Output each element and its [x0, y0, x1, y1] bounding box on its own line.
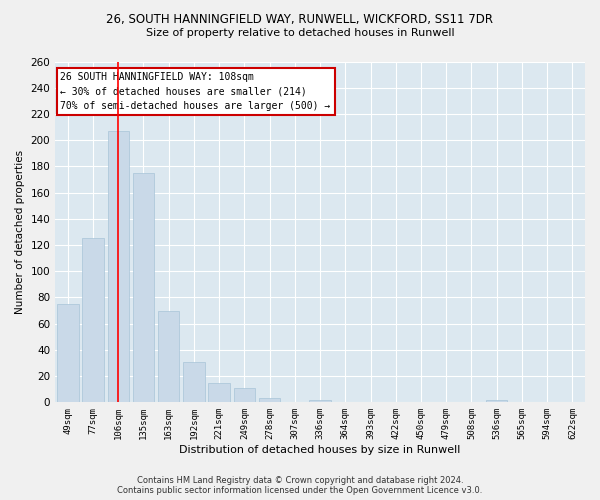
- Text: Contains HM Land Registry data © Crown copyright and database right 2024.
Contai: Contains HM Land Registry data © Crown c…: [118, 476, 482, 495]
- Bar: [259, 398, 280, 402]
- Y-axis label: Number of detached properties: Number of detached properties: [15, 150, 25, 314]
- Bar: [208, 382, 230, 402]
- Bar: [486, 400, 508, 402]
- Bar: [107, 131, 129, 402]
- Bar: [82, 238, 104, 402]
- Text: 26, SOUTH HANNINGFIELD WAY, RUNWELL, WICKFORD, SS11 7DR: 26, SOUTH HANNINGFIELD WAY, RUNWELL, WIC…: [107, 12, 493, 26]
- Bar: [57, 304, 79, 402]
- Bar: [310, 400, 331, 402]
- Bar: [183, 362, 205, 403]
- Bar: [233, 388, 255, 402]
- Text: 26 SOUTH HANNINGFIELD WAY: 108sqm
← 30% of detached houses are smaller (214)
70%: 26 SOUTH HANNINGFIELD WAY: 108sqm ← 30% …: [61, 72, 331, 112]
- X-axis label: Distribution of detached houses by size in Runwell: Distribution of detached houses by size …: [179, 445, 461, 455]
- Text: Size of property relative to detached houses in Runwell: Size of property relative to detached ho…: [146, 28, 454, 38]
- Bar: [133, 173, 154, 402]
- Bar: [158, 310, 179, 402]
